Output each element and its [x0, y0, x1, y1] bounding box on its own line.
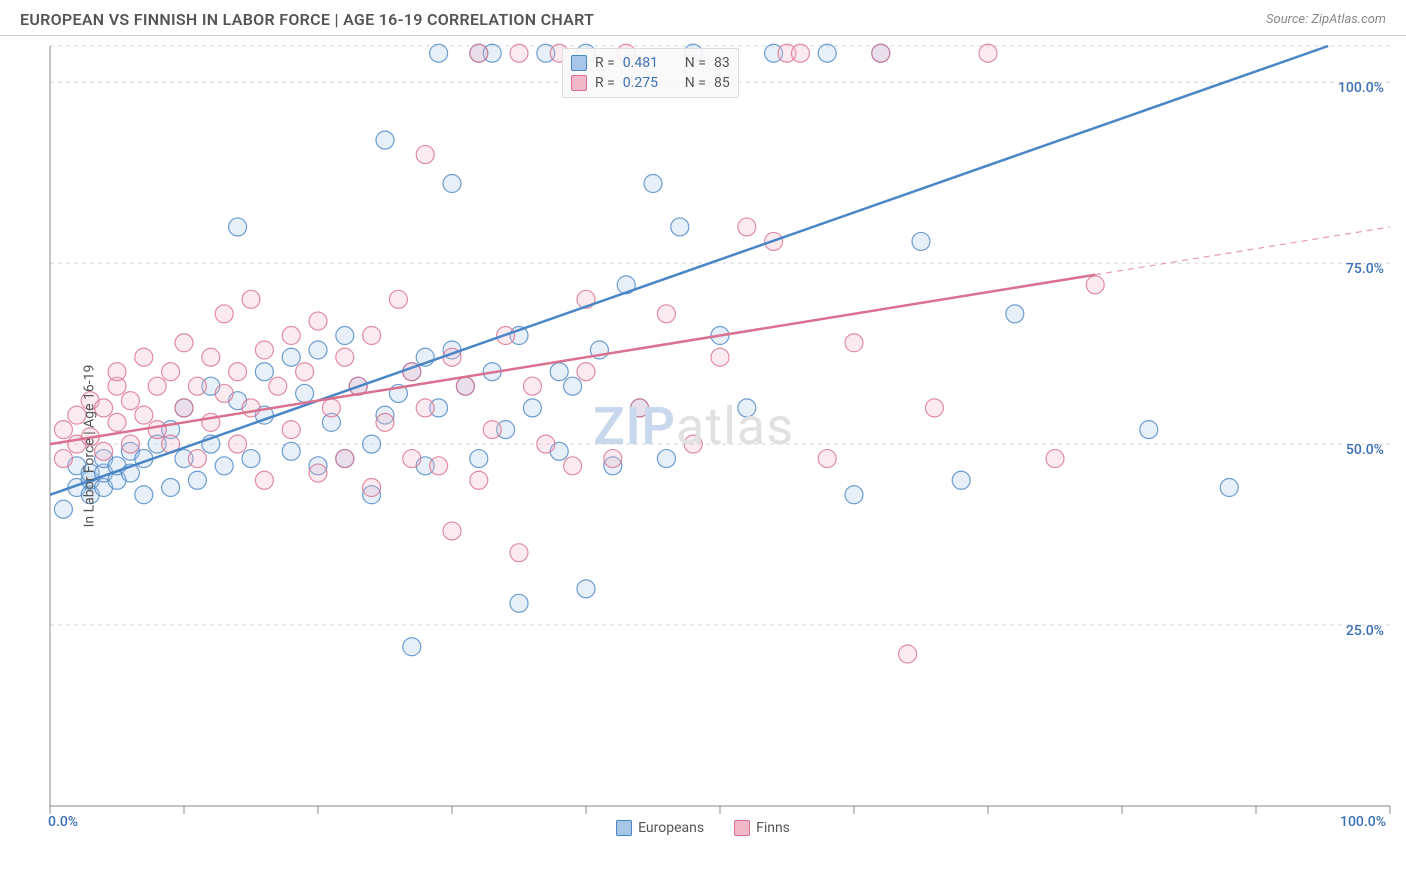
- legend-r-label: R =: [595, 75, 615, 91]
- series-legend-item: Europeans: [616, 820, 704, 836]
- series-legend-item: Finns: [734, 820, 790, 836]
- x-axis-max-label: 100.0%: [1340, 814, 1386, 830]
- series-legend: Europeans Finns: [0, 820, 1406, 836]
- y-tick-label: 75.0%: [1346, 261, 1384, 277]
- legend-swatch: [571, 75, 587, 91]
- legend-n-value: 83: [714, 55, 730, 71]
- legend-swatch: [571, 55, 587, 71]
- y-tick-label: 50.0%: [1346, 442, 1384, 458]
- chart-title: EUROPEAN VS FINNISH IN LABOR FORCE | AGE…: [20, 10, 594, 29]
- legend-n-label: N =: [685, 55, 706, 71]
- legend-n-label: N =: [685, 75, 706, 91]
- x-axis-min-label: 0.0%: [48, 814, 78, 830]
- legend-label: Europeans: [638, 820, 704, 836]
- chart-header: EUROPEAN VS FINNISH IN LABOR FORCE | AGE…: [0, 0, 1406, 36]
- legend-swatch: [616, 820, 632, 836]
- legend-swatch: [734, 820, 750, 836]
- y-tick-label: 100.0%: [1338, 80, 1384, 96]
- correlation-legend: R = 0.481 N = 83 R = 0.275 N = 85: [562, 48, 739, 98]
- y-axis-label: In Labor Force | Age 16-19: [81, 365, 97, 528]
- legend-n-value: 85: [714, 75, 730, 91]
- y-tick-label: 25.0%: [1346, 623, 1384, 639]
- scatter-plot-svg: [0, 36, 1406, 856]
- chart-source: Source: ZipAtlas.com: [1266, 12, 1386, 27]
- legend-r-value: 0.481: [623, 55, 671, 71]
- legend-r-value: 0.275: [623, 75, 671, 91]
- legend-r-label: R =: [595, 55, 615, 71]
- legend-row: R = 0.481 N = 83: [571, 53, 730, 73]
- chart-area: In Labor Force | Age 16-19 ZIPatlas R =0…: [0, 36, 1406, 856]
- legend-label: Finns: [756, 820, 790, 836]
- legend-row: R = 0.275 N = 85: [571, 73, 730, 93]
